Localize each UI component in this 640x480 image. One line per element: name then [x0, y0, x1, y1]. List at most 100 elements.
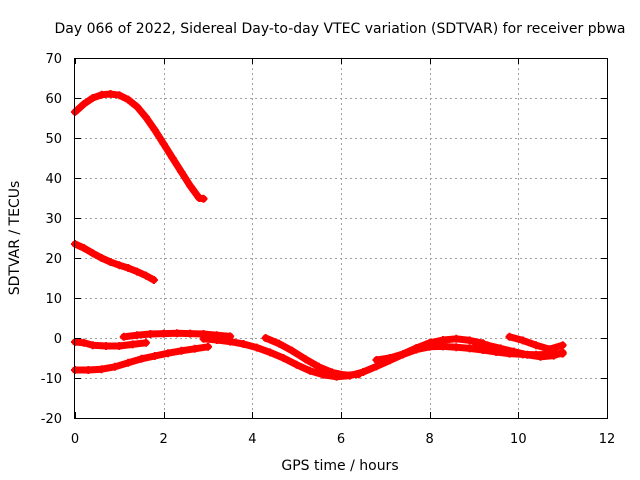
data-point: [274, 339, 283, 348]
data-point: [438, 336, 447, 344]
data-point: [470, 338, 478, 346]
data-point: [149, 276, 158, 284]
x-tick-label: 12: [599, 432, 616, 447]
data-point: [239, 340, 248, 348]
data-point: [79, 244, 88, 252]
data-point: [150, 126, 159, 134]
data-point: [505, 332, 514, 341]
data-point: [496, 344, 505, 353]
series-arc-2: [71, 240, 158, 284]
y-tick-label: 0: [54, 332, 62, 347]
data-point: [124, 264, 133, 272]
data-point: [133, 102, 142, 111]
data-point: [97, 254, 106, 262]
data-point: [164, 349, 173, 358]
data-point: [204, 342, 212, 351]
data-point: [549, 351, 558, 360]
data-point: [266, 348, 275, 357]
data-point: [97, 90, 106, 99]
data-point: [341, 371, 350, 380]
data-point: [532, 341, 541, 350]
data-point: [133, 331, 142, 340]
series-arc-7: [261, 334, 363, 380]
data-point: [168, 154, 177, 162]
x-tick-label: 0: [71, 432, 79, 447]
data-point: [212, 336, 221, 344]
data-point: [412, 344, 421, 352]
y-tick-label: 60: [45, 92, 62, 107]
y-tick-label: 10: [45, 292, 62, 307]
data-point: [372, 356, 381, 364]
grid: [75, 58, 607, 418]
series-arc-5: [119, 329, 235, 341]
axis-ticks: [75, 58, 608, 419]
data-point: [106, 258, 115, 266]
x-axis-title: GPS time / hours: [281, 458, 398, 474]
data-point: [305, 366, 314, 375]
data-point: [172, 329, 181, 338]
data-point: [314, 362, 323, 371]
tick-labels: 0 2 4 6 8 10 12 -20 -10 0 10 20 30 40 50 60 70: [41, 52, 616, 447]
data-point: [137, 354, 146, 363]
y-tick-label: 20: [45, 252, 62, 267]
data-point: [301, 355, 310, 364]
data-point: [84, 366, 93, 374]
data-point: [328, 368, 337, 377]
y-tick-label: 30: [45, 212, 62, 227]
x-tick-label: 2: [160, 432, 168, 447]
data-point: [518, 336, 527, 345]
data-point: [452, 343, 461, 352]
data-point: [124, 95, 133, 104]
series-arc-9: [470, 338, 567, 361]
y-axis-title: SDTVAR / TECUs: [7, 181, 23, 296]
data-point: [159, 140, 168, 148]
data-point: [133, 267, 142, 276]
series-arc-10: [505, 332, 567, 354]
data-point: [186, 182, 195, 190]
data-point: [261, 334, 270, 342]
data-point: [536, 352, 545, 361]
data-point: [106, 90, 115, 98]
y-tick-label: -20: [41, 412, 62, 427]
data-point: [141, 113, 150, 122]
data-point: [141, 271, 150, 280]
data-point: [177, 346, 186, 355]
data-point: [558, 341, 567, 350]
data-point: [159, 329, 168, 338]
data-point: [509, 347, 518, 356]
data-point: [88, 249, 97, 258]
data-point: [279, 354, 288, 362]
x-tick-label: 6: [337, 432, 345, 447]
data-point: [399, 350, 408, 358]
data-point: [354, 370, 363, 379]
data-point: [115, 91, 124, 100]
data-point: [124, 358, 133, 367]
series-band: [71, 90, 208, 203]
data-point: [102, 342, 111, 350]
x-tick-label: 4: [248, 432, 256, 447]
data-point: [190, 344, 199, 353]
series-arc-3: [71, 342, 212, 374]
y-tick-label: -10: [41, 372, 62, 387]
data-point: [150, 352, 159, 360]
data-point: [252, 343, 261, 352]
data-point: [385, 354, 394, 362]
x-tick-label: 8: [426, 432, 434, 447]
plot-area: [71, 90, 567, 381]
chart-title: Day 066 of 2022, Sidereal Day-to-day VTE…: [54, 21, 625, 37]
data-point: [288, 346, 297, 355]
data-point: [128, 340, 137, 349]
data-point: [88, 341, 97, 350]
data-point: [79, 338, 88, 347]
y-tick-label: 70: [45, 52, 62, 67]
data-point: [146, 330, 155, 338]
data-point: [79, 100, 88, 108]
data-point: [199, 334, 208, 343]
data-point: [97, 365, 106, 374]
data-point: [483, 341, 492, 350]
data-point: [199, 194, 208, 203]
data-point: [545, 345, 554, 354]
data-point: [177, 168, 186, 176]
data-point: [119, 332, 128, 341]
